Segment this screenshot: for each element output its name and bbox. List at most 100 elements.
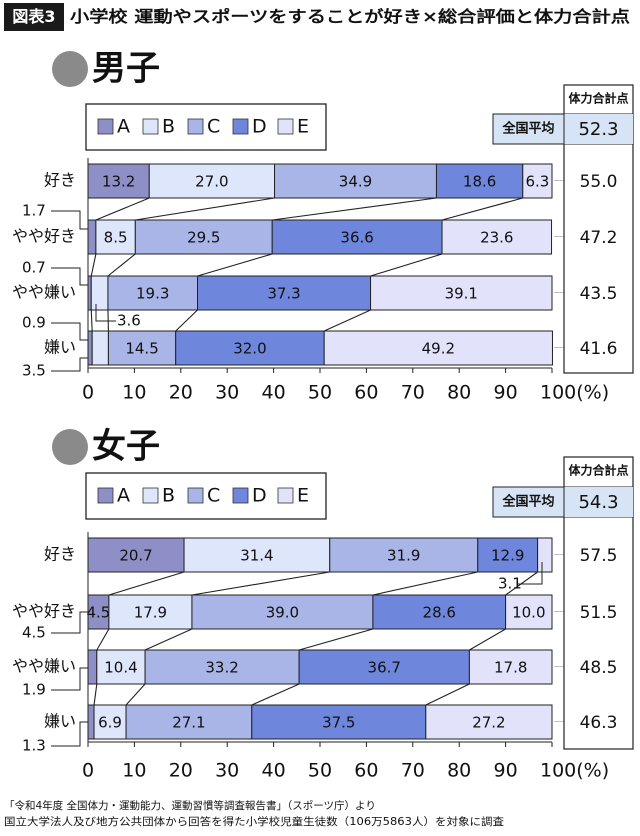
x-tick-label: 100(%)	[540, 760, 609, 782]
national-avg-label-box	[492, 486, 565, 518]
small-value-label: 1.9	[22, 681, 46, 699]
score-value: 48.5	[580, 658, 618, 678]
national-avg-label: 全国平均	[501, 121, 554, 137]
bar-value-label: 29.5	[187, 229, 220, 247]
bar-value-label: 37.5	[322, 714, 355, 732]
score-value: 41.6	[580, 339, 618, 359]
bar-value-label: 17.8	[494, 659, 527, 677]
category-label: 好き	[44, 171, 76, 190]
bar-value-label: 34.9	[339, 173, 372, 191]
legend-swatch	[232, 118, 249, 135]
x-tick-label: 70	[401, 382, 425, 404]
bar-value-label: 27.1	[172, 714, 205, 732]
legend-label: B	[162, 116, 175, 138]
score-value: 46.3	[580, 713, 618, 733]
connector-line	[298, 628, 374, 651]
bar-value-label: 20.7	[119, 547, 152, 565]
header-tag-box	[4, 3, 64, 31]
small-value-label: 0.9	[22, 314, 46, 332]
annotation-leader	[95, 304, 116, 322]
legend-swatch	[142, 118, 159, 135]
bar-segment-C	[144, 649, 300, 685]
x-tick-label: 100(%)	[540, 382, 609, 404]
bar-segment-E	[370, 275, 553, 311]
x-tick-label: 70	[401, 760, 425, 782]
connector-line	[251, 683, 300, 706]
connector-line	[372, 571, 478, 596]
connector-line	[370, 253, 443, 277]
bar-segment-E	[505, 594, 553, 630]
bar-segment-E	[425, 704, 553, 740]
bar-value-label: 27.2	[472, 714, 505, 732]
bar-segment-B	[90, 275, 109, 311]
small-value-label: 4.5	[22, 624, 46, 642]
bar-value-label: 12.9	[491, 547, 524, 565]
panel-bullet-icon	[52, 429, 88, 465]
legend-label: A	[117, 485, 130, 507]
x-tick-label: 60	[354, 760, 378, 782]
score-value: 57.5	[580, 546, 618, 566]
national-avg-value-bg	[564, 114, 633, 144]
legend-label: D	[252, 485, 267, 507]
legend-label: E	[297, 116, 309, 138]
annotation-leader	[51, 267, 88, 286]
legend-swatch	[277, 487, 294, 504]
legend-label: E	[297, 485, 309, 507]
header-title: 小学校 運動やスポーツをすることが好き×総合評価と体力合計点	[70, 7, 630, 26]
legend-swatch	[187, 118, 204, 135]
national-avg-label: 全国平均	[501, 494, 554, 510]
bar-segment-A	[87, 219, 97, 255]
connector-line	[469, 628, 506, 651]
footer-note: 国立大学法人及び地方公共団体から回答を得た小学校児童生徒数（106万5863人）…	[4, 815, 505, 828]
bar-value-label: 31.4	[240, 547, 273, 565]
small-value-label: 1.7	[22, 202, 46, 220]
annotation-leader	[51, 611, 89, 634]
bar-value-label: 10.0	[512, 604, 545, 622]
bar-segment-B	[95, 219, 136, 255]
small-value-label: 3.6	[117, 312, 141, 330]
bar-value-label: 17.9	[134, 604, 167, 622]
bar-segment-B	[183, 537, 331, 573]
national-avg-value: 54.3	[578, 492, 618, 513]
x-tick-label: 90	[494, 760, 518, 782]
x-tick-label: 20	[169, 382, 193, 404]
legend-label: A	[117, 116, 130, 138]
bar-segment-E	[468, 649, 553, 685]
bar-value-label: 10.4	[104, 659, 137, 677]
bar-segment-B	[91, 330, 109, 366]
connector-line	[323, 309, 371, 332]
x-tick-label: 20	[169, 760, 193, 782]
bar-segment-C	[125, 704, 253, 740]
header-tag: 図表3	[12, 7, 55, 26]
score-value: 51.5	[580, 603, 618, 623]
bar-value-label: 28.6	[423, 604, 456, 622]
bar-segment-E	[522, 163, 553, 199]
connector-line	[441, 197, 523, 221]
annotation-leader	[51, 322, 89, 341]
legend-swatch	[277, 118, 294, 135]
bar-segment-E	[323, 330, 553, 366]
national-avg-label-box	[492, 113, 565, 145]
legend-label: C	[207, 485, 220, 507]
bar-segment-C	[329, 537, 479, 573]
connector-line	[135, 197, 275, 221]
connector-line	[96, 628, 110, 651]
bar-value-label: 39.0	[266, 604, 299, 622]
category-label: 好き	[44, 545, 76, 564]
national-avg-value-bg	[564, 487, 633, 517]
bar-value-label: 13.2	[102, 173, 135, 191]
category-label: やや好き	[12, 227, 76, 246]
bar-segment-D	[251, 704, 427, 740]
bar-segment-C	[107, 275, 199, 311]
legend-label: C	[207, 116, 220, 138]
annotation-leader	[518, 562, 543, 585]
x-tick-label: 50	[308, 760, 332, 782]
bar-value-label: 36.7	[368, 659, 401, 677]
annotation-leader	[51, 210, 89, 230]
legend-swatch	[97, 487, 114, 504]
bar-segment-E	[537, 537, 553, 573]
bar-value-label: 8.5	[104, 229, 128, 247]
x-tick-label: 10	[122, 760, 146, 782]
connector-line	[93, 683, 98, 706]
connector-line	[108, 571, 185, 596]
